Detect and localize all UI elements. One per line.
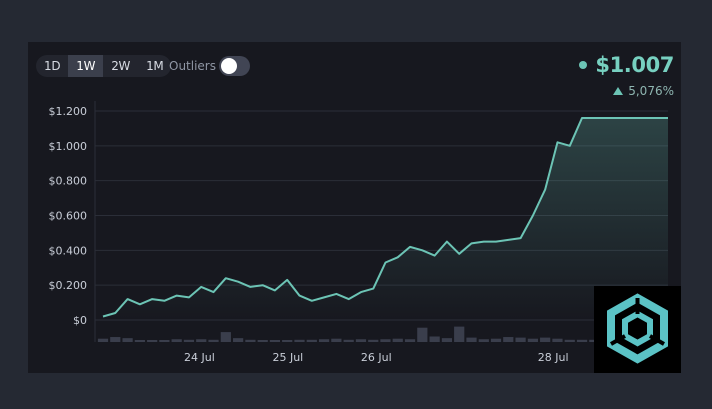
volume-bar — [564, 339, 575, 342]
volume-bar — [159, 340, 170, 342]
volume-bar — [454, 326, 465, 342]
volume-bar — [552, 338, 563, 342]
volume-bar — [380, 339, 391, 342]
volume-bar — [490, 338, 502, 342]
volume-bar — [294, 339, 305, 342]
watermark-logo — [594, 286, 681, 373]
hexagon-logo-icon — [607, 293, 668, 364]
volume-bar — [196, 339, 207, 342]
volume-bar — [343, 339, 354, 342]
volume-bar — [540, 337, 551, 342]
volume-bar — [503, 337, 514, 342]
y-tick-label: $0.200 — [49, 279, 88, 292]
range-1m-button[interactable]: 1M — [146, 59, 164, 73]
volume-bar — [466, 337, 477, 342]
y-tick-label: $0.400 — [49, 244, 88, 257]
volume-bar — [122, 338, 133, 342]
outliers-label: Outliers — [169, 59, 216, 73]
volume-bar — [97, 338, 109, 342]
outliers-toggle[interactable] — [219, 56, 250, 76]
volume-bar — [208, 339, 219, 342]
volume-bar — [318, 339, 330, 342]
price-area — [103, 118, 668, 320]
y-tick-label: $1.200 — [49, 105, 88, 118]
toggle-knob — [221, 58, 237, 74]
y-tick-label: $0.600 — [49, 210, 88, 223]
volume-bar — [110, 337, 121, 342]
volume-bar — [245, 339, 256, 342]
x-tick-label: 24 Jul — [184, 351, 215, 364]
range-1d-button[interactable]: 1D — [44, 59, 61, 73]
volume-bar — [306, 339, 317, 342]
x-tick-label: 28 Jul — [538, 351, 569, 364]
volume-bar — [429, 336, 440, 342]
volume-bar — [478, 339, 489, 342]
volume-bar — [355, 339, 367, 342]
y-tick-label: $1.000 — [49, 140, 88, 153]
current-price: $1.007 — [595, 53, 674, 77]
volume-bar — [220, 332, 231, 342]
volume-bar — [257, 340, 268, 342]
volume-bar — [441, 338, 453, 342]
volume-bar — [404, 339, 416, 342]
y-tick-label: $0 — [73, 314, 87, 327]
volume-bar — [282, 340, 293, 342]
price-change: 5,076% — [613, 84, 674, 98]
y-tick-label: $0.800 — [49, 175, 88, 188]
volume-bar — [134, 340, 145, 342]
volume-bar — [392, 338, 403, 342]
volume-bar — [147, 340, 158, 342]
volume-bar — [183, 339, 195, 342]
x-tick-label: 25 Jul — [272, 351, 303, 364]
range-1w-button[interactable]: 1W — [68, 55, 104, 77]
range-2w-button[interactable]: 2W — [111, 59, 131, 73]
up-triangle-icon — [613, 87, 624, 95]
volume-bar — [269, 340, 281, 342]
volume-bar — [527, 338, 538, 342]
volume-bar — [331, 338, 342, 342]
volume-bar — [233, 338, 244, 342]
range-selector: 1D 1W 2W 1M — [36, 55, 172, 77]
status-dot-icon — [579, 61, 588, 69]
volume-bar — [515, 337, 526, 342]
volume-bar — [576, 339, 588, 342]
volume-bar — [171, 339, 182, 342]
price-display: $1.007 — [579, 53, 674, 77]
volume-bar — [368, 339, 379, 342]
x-tick-label: 26 Jul — [361, 351, 392, 364]
volume-bar — [417, 327, 428, 342]
price-change-percent: 5,076% — [628, 84, 674, 98]
price-line — [102, 117, 668, 318]
